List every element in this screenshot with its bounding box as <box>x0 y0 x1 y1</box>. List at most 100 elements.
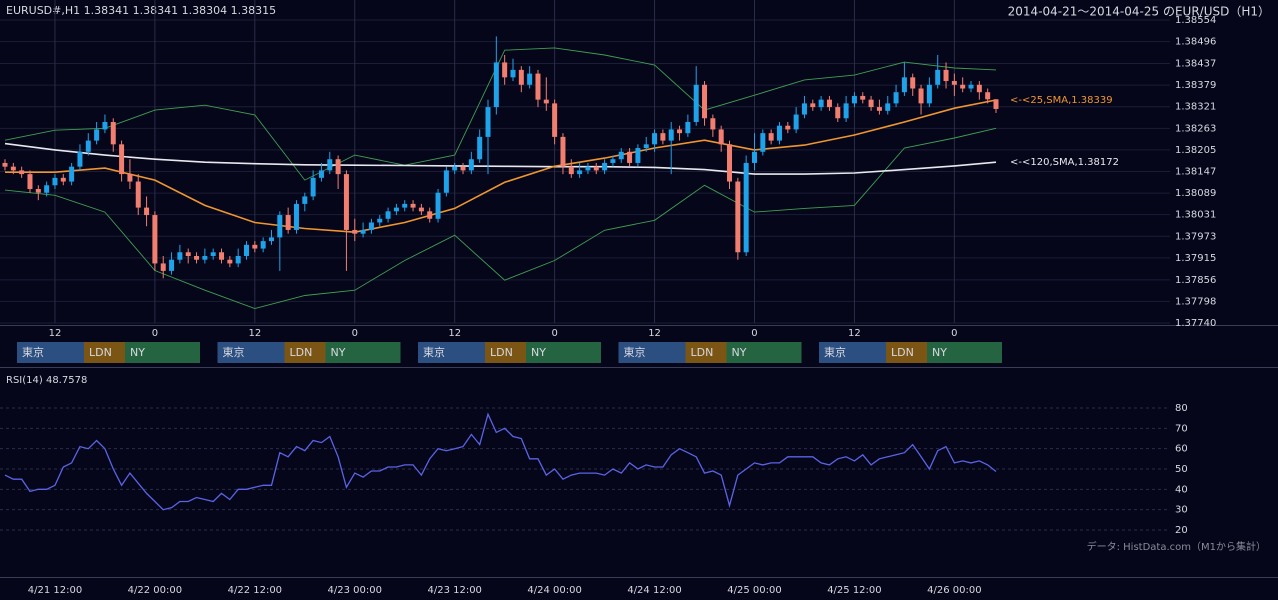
session-label: LDN <box>691 346 714 359</box>
session-label: 東京 <box>223 345 245 359</box>
session-label: 東京 <box>824 345 846 359</box>
candle-body <box>693 84 699 122</box>
candle-body <box>160 263 166 271</box>
candle-body <box>610 159 616 163</box>
source-note: データ: HistData.com（M1から集計） <box>1087 540 1266 553</box>
candle-body <box>593 166 599 171</box>
candle-body <box>44 185 50 193</box>
x-tick-label: 12 <box>648 328 661 339</box>
candle-body <box>219 252 225 260</box>
candle-body <box>943 69 949 82</box>
x-tick-label: 0 <box>951 328 957 339</box>
indicator-line <box>5 99 997 234</box>
y-tick-label: 20 <box>1175 525 1188 536</box>
session-bar <box>325 342 401 363</box>
candle-body <box>119 144 125 175</box>
candle-body <box>277 215 283 238</box>
session-bar <box>618 342 686 363</box>
y-tick-label: 1.38496 <box>1175 37 1216 48</box>
candle-body <box>710 118 716 130</box>
candle-body <box>452 166 458 171</box>
candle-body <box>227 259 233 264</box>
x-tick-label: 0 <box>352 328 358 339</box>
candle-body <box>660 133 666 141</box>
session-bar <box>284 342 326 363</box>
candle-body <box>518 69 524 85</box>
x-tick-label: 4/21 12:00 <box>28 585 82 596</box>
candle-body <box>968 84 974 89</box>
candle-body <box>493 62 499 108</box>
session-bar <box>17 342 84 363</box>
candle-body <box>27 174 33 189</box>
candle-body <box>352 229 358 234</box>
candle-body <box>602 162 608 171</box>
candle-body <box>343 174 349 230</box>
candle-body <box>210 252 216 256</box>
y-tick-label: 1.37856 <box>1175 275 1216 286</box>
session-label: NY <box>331 346 346 359</box>
candle-body <box>110 121 116 145</box>
indicator-line <box>4 47 997 181</box>
candle-body <box>244 244 250 256</box>
candle-body <box>410 203 416 208</box>
candle-body <box>202 255 208 260</box>
candle-body <box>293 203 299 230</box>
y-tick-label: 1.38147 <box>1175 167 1216 178</box>
session-label: LDN <box>490 346 513 359</box>
candle-body <box>177 252 183 260</box>
session-label: 東京 <box>624 345 646 359</box>
candle-body <box>335 159 341 175</box>
candle-body <box>77 151 83 167</box>
candle-body <box>402 203 408 208</box>
session-bar <box>726 342 802 363</box>
candle-body <box>810 103 816 108</box>
candle-body <box>735 181 741 253</box>
candle-body <box>560 136 566 167</box>
candle-body <box>835 107 841 119</box>
candle-body <box>144 207 150 216</box>
candle-body <box>185 252 191 256</box>
y-tick-label: 1.38379 <box>1175 80 1216 91</box>
session-label: NY <box>932 346 947 359</box>
candle-body <box>468 159 474 171</box>
candle-body <box>960 84 966 89</box>
candle-body <box>385 211 391 219</box>
line-annotation: <-<25,SMA,1.38339 <box>1010 95 1113 106</box>
session-bar <box>125 342 200 363</box>
candle-body <box>993 99 999 109</box>
candle-body <box>52 177 58 186</box>
candle-body <box>94 129 100 141</box>
candle-body <box>627 151 633 163</box>
x-tick-label: 12 <box>448 328 461 339</box>
candle-body <box>427 211 433 219</box>
candle-body <box>318 170 324 178</box>
candle-body <box>527 73 533 85</box>
candle-body <box>818 99 824 108</box>
candle-body <box>285 215 291 230</box>
session-bar <box>526 342 601 363</box>
session-bar <box>819 342 886 363</box>
session-bar <box>217 342 285 363</box>
x-tick-label: 12 <box>848 328 861 339</box>
session-label: LDN <box>891 346 914 359</box>
candle-body <box>677 129 683 134</box>
session-bar <box>418 342 485 363</box>
candle-body <box>776 125 782 141</box>
candle-body <box>885 103 891 111</box>
session-label: NY <box>531 346 546 359</box>
candle-body <box>10 166 16 171</box>
y-tick-label: 30 <box>1175 505 1188 516</box>
candle-body <box>577 170 583 175</box>
candle-body <box>85 140 91 152</box>
session-label: 東京 <box>22 345 44 359</box>
y-tick-label: 1.38205 <box>1175 145 1216 156</box>
candle-body <box>868 99 874 108</box>
y-tick-label: 1.38089 <box>1175 188 1216 199</box>
candle-body <box>2 162 8 167</box>
x-tick-label: 4/26 00:00 <box>927 585 981 596</box>
x-tick-label: 4/24 12:00 <box>627 585 681 596</box>
candle-body <box>543 99 549 104</box>
candle-body <box>460 166 466 171</box>
